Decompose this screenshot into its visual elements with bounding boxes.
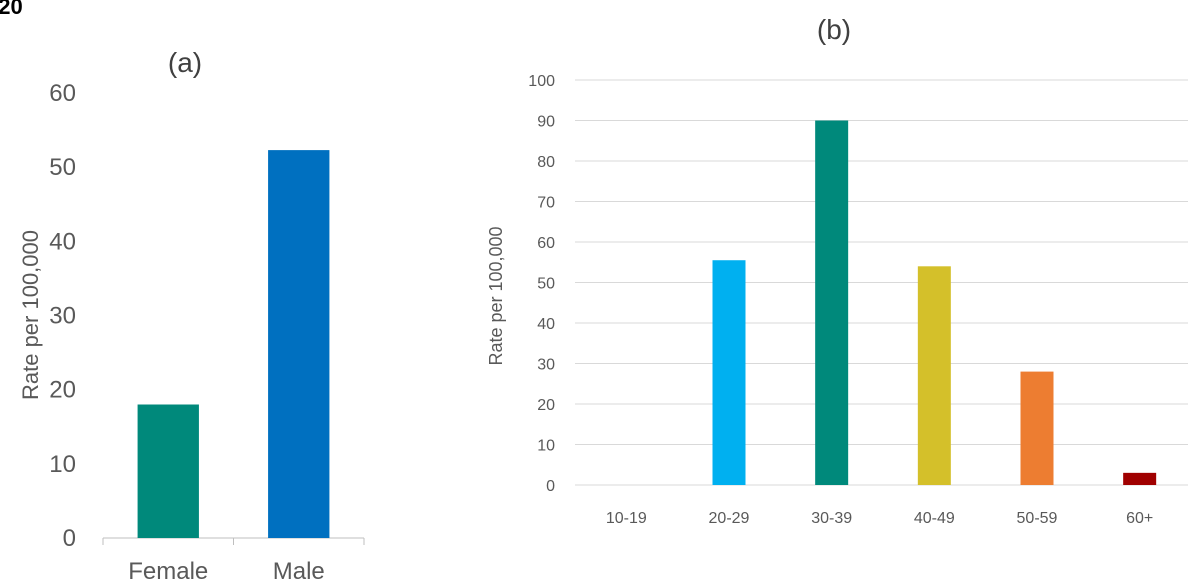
chart-b-bar-30-39 bbox=[815, 120, 849, 485]
chart-b-y-tick-label: 80 bbox=[537, 154, 555, 171]
figure-caption-fragment: 020 bbox=[0, 0, 23, 19]
chart-b-y-tick-label: 0 bbox=[546, 478, 555, 495]
chart-b-bar-40-49 bbox=[917, 266, 951, 485]
chart-b-y-tick-label: 90 bbox=[537, 114, 555, 131]
chart-b-bar-20-29 bbox=[712, 260, 746, 485]
chart-b-y-axis-label: Rate per 100,000 bbox=[486, 226, 506, 365]
chart-a-bar-male bbox=[268, 150, 330, 538]
chart-a-y-axis-label: Rate per 100,000 bbox=[18, 230, 43, 400]
chart-a-y-tick-label: 10 bbox=[49, 451, 76, 478]
chart-b-y-tick-label: 100 bbox=[528, 73, 555, 90]
chart-b-y-tick-label: 20 bbox=[537, 397, 555, 414]
chart-a-y-tick-label: 50 bbox=[49, 154, 76, 181]
chart-b-bar-60+ bbox=[1123, 472, 1157, 485]
chart-a-y-tick-label: 0 bbox=[63, 525, 76, 552]
chart-b-x-tick-label: 40-49 bbox=[914, 510, 955, 527]
chart-a-x-tick-label: Male bbox=[273, 558, 325, 585]
chart-b-title: (b) bbox=[817, 14, 851, 45]
chart-b-y-tick-label: 10 bbox=[537, 438, 555, 455]
chart-a-y-tick-label: 60 bbox=[49, 80, 76, 107]
chart-b-x-tick-label: 50-59 bbox=[1017, 510, 1058, 527]
chart-a-bar-female bbox=[137, 404, 199, 538]
chart-a-y-tick-label: 20 bbox=[49, 377, 76, 404]
chart-a-title: (a) bbox=[168, 47, 202, 78]
chart-b-y-tick-label: 30 bbox=[537, 357, 555, 374]
chart-b-x-tick-label: 60+ bbox=[1126, 510, 1153, 527]
chart-b-y-tick-label: 60 bbox=[537, 235, 555, 252]
chart-b-bar-50-59 bbox=[1020, 371, 1054, 485]
chart-b-x-tick-label: 30-39 bbox=[811, 510, 852, 527]
chart-b-x-tick-label: 10-19 bbox=[606, 510, 647, 527]
chart-a-y-tick-label: 30 bbox=[49, 303, 76, 330]
chart-b-y-tick-label: 70 bbox=[537, 195, 555, 212]
chart-b-y-tick-label: 40 bbox=[537, 316, 555, 333]
chart-b-y-tick-label: 50 bbox=[537, 276, 555, 293]
chart-a-y-tick-label: 40 bbox=[49, 228, 76, 255]
chart-a-x-tick-label: Female bbox=[128, 558, 208, 585]
chart-b-x-tick-label: 20-29 bbox=[709, 510, 750, 527]
